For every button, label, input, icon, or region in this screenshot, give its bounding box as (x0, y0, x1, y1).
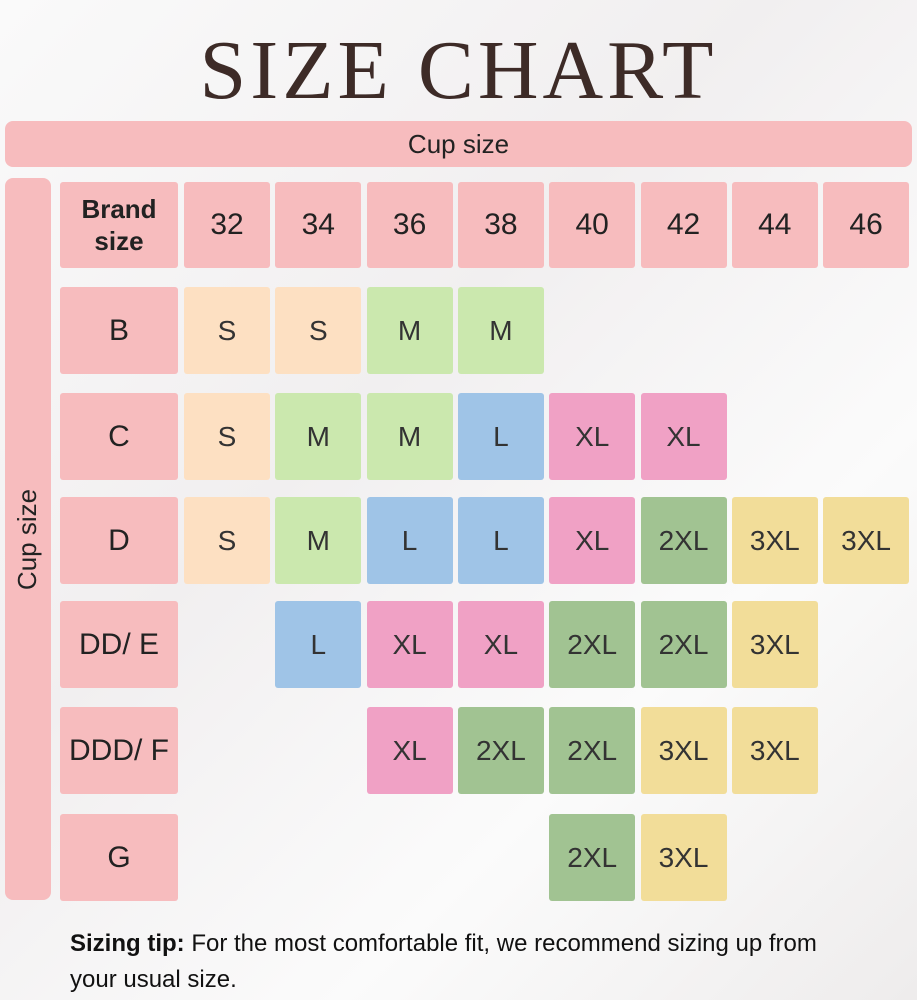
size-cell: 2XL (549, 601, 636, 688)
size-cell: XL (457, 601, 544, 688)
row-label: C (60, 393, 178, 480)
size-cell: L (457, 393, 544, 480)
sizing-tip: Sizing tip: For the most comfortable fit… (70, 926, 870, 998)
size-cell: 3XL (823, 497, 910, 584)
size-cell: XL (549, 497, 636, 584)
size-cell: XL (366, 707, 453, 794)
size-cell: XL (640, 393, 727, 480)
row-label: B (60, 287, 178, 374)
size-cell: XL (366, 601, 453, 688)
tip-label: Sizing tip: (70, 930, 185, 957)
column-header: 44 (731, 182, 818, 268)
size-cell: XL (549, 393, 636, 480)
column-header: 34 (275, 182, 362, 268)
size-cell: S (184, 393, 270, 480)
size-cell: 2XL (457, 707, 544, 794)
size-cell: 2XL (640, 497, 727, 584)
size-cell: L (275, 601, 362, 688)
column-header: 46 (823, 182, 910, 268)
size-cell: 3XL (731, 497, 818, 584)
size-cell: M (457, 287, 544, 374)
size-cell: M (366, 393, 453, 480)
top-band: Cup size (5, 121, 912, 167)
size-cell: S (275, 287, 362, 374)
size-cell: M (275, 393, 362, 480)
column-header: 40 (549, 182, 636, 268)
size-cell: L (457, 497, 544, 584)
size-cell: 2XL (640, 601, 727, 688)
row-label: D (60, 497, 178, 584)
size-cell: S (184, 287, 270, 374)
corner-cell: Brand size (60, 182, 178, 268)
size-cell: M (275, 497, 362, 584)
title: SIZE CHART (199, 23, 718, 117)
size-cell: 3XL (731, 601, 818, 688)
side-label: Cup size (12, 488, 43, 590)
column-header: 38 (457, 182, 544, 268)
size-cell: M (366, 287, 453, 374)
size-cell: 3XL (731, 707, 818, 794)
size-cell: 2XL (549, 814, 636, 901)
row-label: DD/ E (60, 601, 178, 688)
size-cell: L (366, 497, 453, 584)
column-header: 32 (184, 182, 270, 268)
tip-text: For the most comfortable fit, we recomme… (70, 930, 817, 993)
size-cell: 3XL (640, 814, 727, 901)
row-label: G (60, 814, 178, 901)
size-cell: 2XL (549, 707, 636, 794)
column-header: 42 (640, 182, 727, 268)
column-header: 36 (366, 182, 453, 268)
size-cell: S (184, 497, 270, 584)
side-band: Cup size (5, 178, 51, 900)
row-label: DDD/ F (60, 707, 178, 794)
size-cell: 3XL (640, 707, 727, 794)
